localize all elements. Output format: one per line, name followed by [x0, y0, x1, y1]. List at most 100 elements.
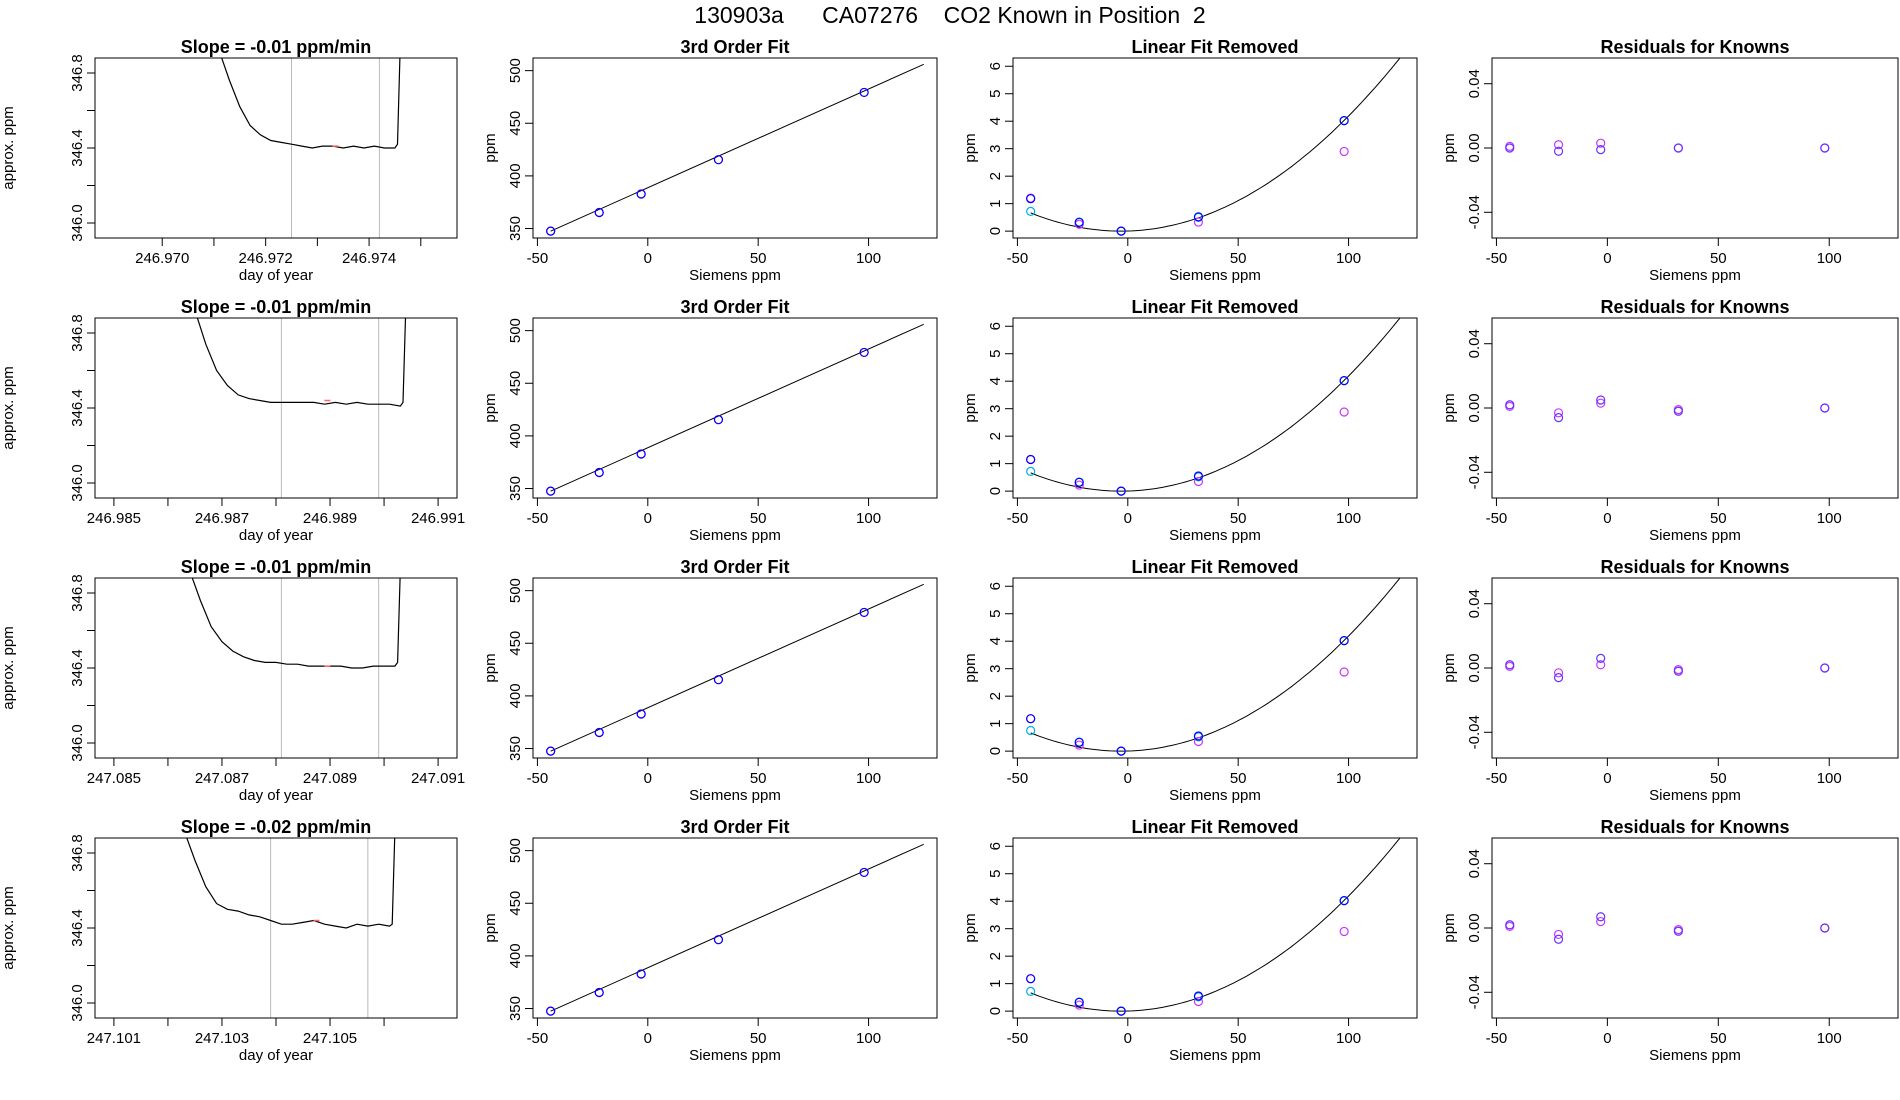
- y-tick-label: -0.04: [1466, 455, 1483, 489]
- x-tick-label: -50: [1486, 510, 1508, 527]
- plot-frame: [1491, 577, 1899, 759]
- y-tick-label: 0.00: [1466, 653, 1483, 682]
- y-tick-label: 346.4: [69, 129, 86, 167]
- panel-title: Residuals for Knowns: [1600, 297, 1789, 317]
- data-point: [636, 969, 646, 979]
- y-tick-label: 4: [987, 897, 1004, 905]
- x-tick-label: 0: [1124, 510, 1132, 527]
- data-point: [859, 607, 869, 618]
- y-tick-label: 346.0: [69, 464, 86, 502]
- y-tick-label: 0: [987, 487, 1004, 495]
- plot-frame: [1012, 837, 1418, 1019]
- y-tick-label: 400: [507, 943, 524, 968]
- data-point-position-b: [1026, 206, 1036, 216]
- plot-frame: [532, 837, 938, 1019]
- y-tick-label: 4: [987, 117, 1004, 125]
- x-tick-label: 100: [1817, 510, 1842, 527]
- x-tick-label: 0: [1603, 510, 1611, 527]
- panel-title: 3rd Order Fit: [680, 817, 789, 837]
- x-tick-label: 246.987: [195, 510, 249, 527]
- data-point-fit: [1026, 974, 1036, 984]
- y-axis-label: ppm: [1441, 653, 1458, 682]
- y-tick-label: 350: [507, 216, 524, 241]
- x-tick-label: 100: [1817, 250, 1842, 267]
- plot-frame: [1491, 57, 1899, 239]
- residual-point-a: [1596, 398, 1606, 408]
- y-tick-label: 346.8: [69, 54, 86, 92]
- x-tick-label: 0: [1603, 770, 1611, 787]
- panel-title: Residuals for Knowns: [1600, 37, 1789, 57]
- panel-r1-c3: Linear Fit Removed -50 0 50 100 0 1 2 3 4 5 6 Siemen…: [962, 37, 1418, 284]
- panel-title: 3rd Order Fit: [680, 297, 789, 317]
- y-axis-label: ppm: [482, 913, 499, 942]
- y-axis-label: approx. ppm: [0, 366, 17, 449]
- y-axis-label: ppm: [482, 133, 499, 162]
- data-point-position-a: [1193, 217, 1204, 227]
- series-line: [196, 318, 407, 407]
- data-point: [546, 746, 556, 756]
- x-tick-label: 246.991: [411, 510, 465, 527]
- residual-point-b: [1505, 400, 1515, 410]
- y-tick-label: 5: [987, 90, 1004, 98]
- y-tick-label: 0: [987, 1007, 1004, 1015]
- panel-r1-c4: Residuals for Knowns -50 0 50 100 -0.04 0.00 0.…: [1441, 37, 1899, 284]
- x-tick-label: 100: [1817, 1030, 1842, 1047]
- y-tick-label: 346.8: [69, 834, 86, 872]
- y-tick-label: 450: [507, 891, 524, 916]
- y-axis-label: ppm: [1441, 393, 1458, 422]
- panel-r3-c1: Slope = -0.01 ppm/min 247.085 247.087 247.0…: [0, 557, 465, 804]
- plot-area: [546, 323, 924, 496]
- y-tick-label: 1: [987, 459, 1004, 467]
- residual-point-b: [1820, 403, 1830, 413]
- panel-title: Slope = -0.02 ppm/min: [181, 817, 372, 837]
- residual-point-b: [1596, 395, 1606, 405]
- residual-point-a: [1553, 929, 1564, 940]
- x-tick-label: -50: [1007, 250, 1029, 267]
- plot-area: [1505, 912, 1830, 944]
- data-point-position-b: [1026, 466, 1036, 476]
- y-tick-label: 0.04: [1466, 69, 1483, 98]
- panel-r3-c2: 3rd Order Fit -50 0 50 100 350 400 450 500 Siemen…: [482, 557, 938, 804]
- panel-r2-c1: Slope = -0.01 ppm/min 246.985 246.987 246.9…: [0, 297, 465, 544]
- data-point-fit: [1026, 714, 1036, 724]
- x-tick-label: 0: [1124, 250, 1132, 267]
- plot-area: [546, 843, 924, 1016]
- data-point-fit: [1026, 454, 1036, 465]
- y-tick-label: -0.04: [1466, 715, 1483, 749]
- residual-point-b: [1553, 673, 1564, 683]
- y-tick-label: 400: [507, 683, 524, 708]
- x-tick-label: 100: [856, 510, 881, 527]
- panel-r4-c3: Linear Fit Removed -50 0 50 100 0 1 2 3 4 5 6 Siemen…: [962, 817, 1418, 1064]
- residual-point-b: [1553, 146, 1564, 156]
- y-tick-label: 5: [987, 350, 1004, 358]
- y-tick-label: 346.0: [69, 984, 86, 1022]
- x-axis-label: Siemens ppm: [689, 527, 781, 544]
- panel-r3-c4: Residuals for Knowns -50 0 50 100 -0.04 0.00 0.…: [1441, 557, 1899, 804]
- residual-point-a: [1553, 408, 1564, 418]
- y-tick-label: 0.04: [1466, 329, 1483, 358]
- x-tick-label: -50: [1007, 1030, 1029, 1047]
- data-point: [713, 155, 724, 165]
- x-tick-label: 50: [750, 510, 767, 527]
- x-tick-label: -50: [1007, 770, 1029, 787]
- residual-point-a: [1553, 140, 1564, 150]
- plot-area: [546, 63, 924, 236]
- x-tick-label: 246.989: [303, 510, 357, 527]
- y-tick-label: 6: [987, 582, 1004, 590]
- x-tick-label: 0: [1603, 1030, 1611, 1047]
- data-point: [713, 935, 724, 945]
- plot-area: [546, 583, 924, 756]
- data-point-fit: [1074, 477, 1084, 487]
- y-tick-label: 6: [987, 62, 1004, 70]
- y-tick-label: 400: [507, 163, 524, 188]
- residual-point-b: [1673, 406, 1683, 416]
- data-point: [859, 87, 869, 98]
- y-axis-label: ppm: [962, 653, 979, 682]
- series-line: [191, 578, 401, 669]
- y-axis-label: ppm: [962, 393, 979, 422]
- plot-frame: [532, 57, 938, 239]
- x-tick-label: 246.972: [239, 250, 293, 267]
- x-tick-label: 50: [1710, 250, 1727, 267]
- residual-point-b: [1673, 143, 1683, 153]
- data-point-position-a: [1339, 667, 1349, 677]
